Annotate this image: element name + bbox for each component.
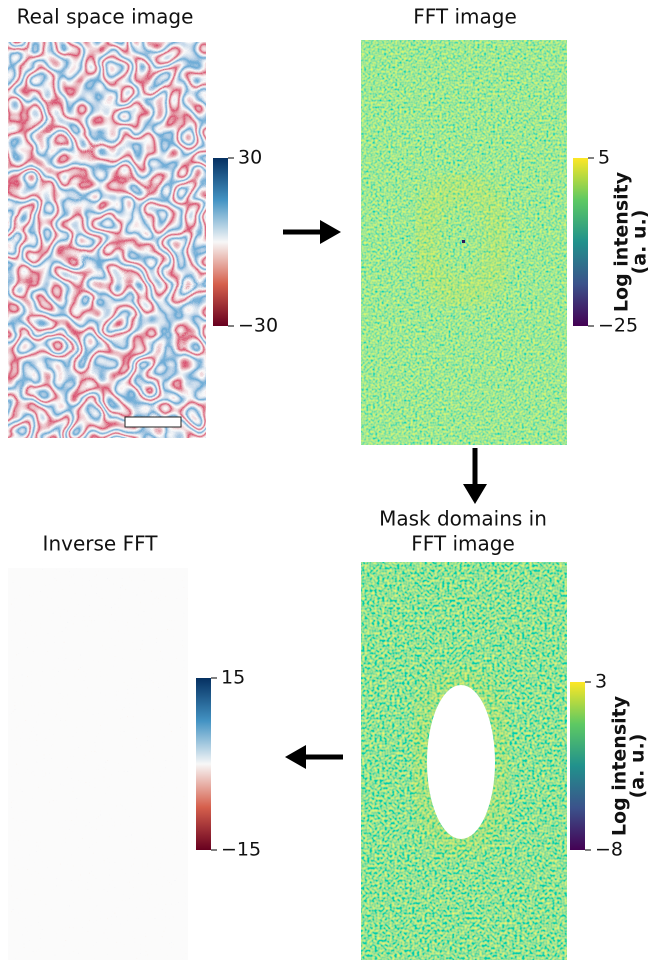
- colorbar-label: (a. u.): [627, 734, 648, 799]
- panel-title: Mask domains in: [379, 507, 547, 531]
- panel-title: Inverse FFT: [43, 532, 159, 556]
- masked-fft-image: [361, 562, 567, 960]
- scale-bar: [125, 417, 181, 427]
- colorbar-min: −15: [221, 839, 261, 861]
- colorbar-max: 15: [221, 667, 245, 689]
- colorbar-min: −30: [238, 315, 278, 337]
- colorbar: [196, 678, 211, 850]
- real-space-image: [8, 42, 206, 438]
- colorbar-max: 30: [238, 147, 262, 169]
- arrow: [283, 220, 341, 244]
- colorbar-label: (a. u.): [629, 210, 648, 275]
- colorbar-min: −25: [598, 315, 638, 337]
- panel-title: FFT image: [411, 532, 515, 556]
- figure: Real space image 30 −30 FFT image 5 −25 …: [0, 0, 648, 961]
- colorbar-max: 5: [598, 147, 610, 169]
- panel-title: FFT image: [413, 5, 517, 29]
- inverse-fft-image: [8, 568, 188, 960]
- colorbar-min: −8: [595, 839, 623, 861]
- arrow: [285, 745, 343, 769]
- arrow: [463, 448, 487, 504]
- panel-title: Real space image: [17, 5, 194, 29]
- colorbar-max: 3: [595, 671, 607, 693]
- colorbar: [213, 158, 228, 326]
- colorbar: [573, 158, 588, 326]
- colorbar: [570, 682, 585, 850]
- fft-image: [361, 40, 567, 445]
